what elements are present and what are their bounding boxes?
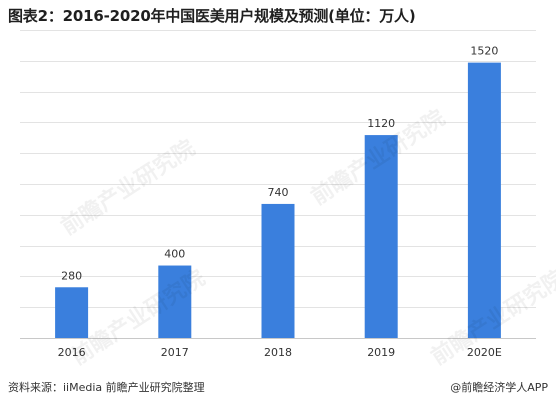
bar-2016 — [55, 287, 89, 338]
data-label-2019: 1120 — [367, 117, 395, 130]
bars — [55, 62, 501, 339]
x-tick-2017: 2017 — [161, 346, 189, 359]
x-tick-2020E: 2020E — [467, 346, 502, 359]
data-label-2020E: 1520 — [470, 45, 498, 58]
source-note: 资料来源：iiMedia 前瞻产业研究院整理 — [8, 381, 205, 394]
bar-2017 — [158, 265, 192, 338]
x-tick-labels: 2016 2017 2018 2019 2020E — [58, 346, 502, 359]
x-tick-2019: 2019 — [367, 346, 395, 359]
x-tick-2018: 2018 — [264, 346, 292, 359]
bar-2018 — [261, 203, 295, 338]
data-labels: 280 400 740 1120 1520 — [61, 45, 498, 283]
data-label-2018: 740 — [268, 186, 289, 199]
bar-2019 — [364, 135, 398, 338]
bar-2020E — [467, 62, 501, 339]
data-label-2016: 280 — [61, 269, 82, 282]
data-label-2017: 400 — [164, 248, 185, 261]
x-tick-2016: 2016 — [58, 346, 86, 359]
chart-title: 图表2：2016-2020年中国医美用户规模及预测(单位：万人) — [8, 7, 416, 25]
app-credit: @前瞻经济学人APP — [450, 381, 548, 394]
